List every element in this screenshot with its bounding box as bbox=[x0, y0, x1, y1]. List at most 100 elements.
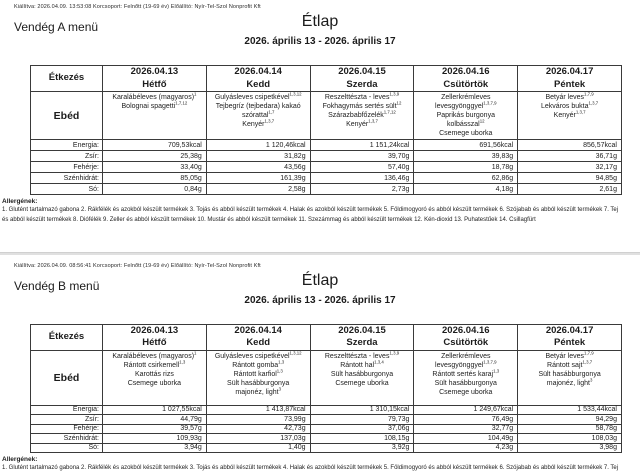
nutrient-value: 3,98g bbox=[517, 442, 622, 454]
day-header: 2026.04.16 Csütörtök bbox=[413, 65, 519, 92]
menu-item: Rántott sertés karaj1,3 bbox=[432, 368, 500, 378]
meal-row: Ebéd Karalábéleves (magyaros)1 Bolognai s… bbox=[30, 90, 622, 141]
day-header: 2026.04.17 Péntek bbox=[517, 323, 622, 351]
nutrient-value: 137,03g bbox=[205, 433, 311, 444]
nutrient-row-energia: Energia: 709,53kcal 1 120,46kcal 1 151,2… bbox=[30, 139, 622, 152]
allergen-title: Allergének: bbox=[2, 456, 38, 464]
meal-cell: Reszelttészta - leves1,3,9 Rántott hal1,3… bbox=[309, 349, 415, 406]
nutrient-label: Zsír: bbox=[30, 150, 103, 163]
meal-cell: Betyár leves1,7,9 Rántott sajt1,3,7 Sült h… bbox=[517, 349, 622, 406]
nutrient-row-feherje: Fehérje: 33,40g 43,56g 57,40g 18,78g 32,… bbox=[30, 161, 622, 174]
nutrient-row-szenhidrat: Szénhidrát: 85,05g 161,39g 136,46g 62,86… bbox=[30, 172, 622, 185]
day-header: 2026.04.15 Szerda bbox=[309, 323, 415, 351]
menu-name-a: Vendég A menü bbox=[14, 20, 99, 34]
day-name: Csütörtök bbox=[443, 337, 489, 349]
nutrient-value: 85,05g bbox=[102, 172, 207, 185]
titlebar-a: Vendég A menü Étlap 2026. április 13 - 2… bbox=[0, 12, 640, 58]
nutrient-label: Zsír: bbox=[30, 414, 103, 425]
day-header: 2026.04.14 Kedd bbox=[205, 323, 311, 351]
page-divider bbox=[0, 251, 640, 255]
menu-item: Betyár leves1,7,9 bbox=[545, 91, 594, 101]
menu-item: Lekváros bukta1,3,7 bbox=[541, 100, 599, 111]
day-date: 2026.04.13 bbox=[130, 324, 179, 336]
menu-item: Szárazbabfőzelék1,7,12 bbox=[328, 109, 396, 120]
day-date: 2026.04.16 bbox=[442, 324, 490, 336]
nutrient-value: 104,49g bbox=[413, 433, 519, 444]
nutrient-value: 94,85g bbox=[517, 172, 622, 185]
date-range-a: 2026. április 13 - 2026. április 17 bbox=[244, 36, 396, 47]
nutrient-value: 3,92g bbox=[309, 442, 415, 454]
nutrient-value: 33,40g bbox=[102, 161, 207, 174]
nutrient-value: 1,40g bbox=[205, 442, 311, 454]
meal-cell: Reszelttészta - leves1,3,9 Fokhagymás ser… bbox=[309, 90, 415, 141]
menu-item: Csemege uborka bbox=[127, 379, 182, 387]
day-name: Kedd bbox=[246, 337, 271, 349]
menu-item: Paprikás burgonya kolbásszal12 bbox=[436, 112, 495, 129]
nutrient-value: 73,99g bbox=[205, 414, 311, 425]
menu-item: Fokhagymás sertés sült12 bbox=[322, 100, 402, 111]
nutrient-value: 94,29g bbox=[517, 414, 622, 425]
menu-item: Rántott gomba1,3 bbox=[232, 359, 285, 369]
nutrient-label: Szénhidrát: bbox=[30, 172, 103, 185]
nutrient-value: 57,40g bbox=[309, 161, 415, 174]
allergen-note-b: Allergének: 1. Glutént tartalmazó gabona… bbox=[2, 456, 624, 474]
menu-item: Gulyásleves csipetkével1,3,12 bbox=[214, 350, 302, 360]
menu-item: Zellerkrémleves levesgyönggyel1,3,7,9 bbox=[435, 94, 497, 111]
nutrient-value: 1 533,44kcal bbox=[517, 404, 622, 416]
nutrient-value: 2,73g bbox=[309, 183, 415, 196]
allergen-text: 1. Glutént tartalmazó gabona 2. Rákfélék… bbox=[2, 207, 619, 224]
page-title-b: Étlap bbox=[301, 271, 339, 289]
menu-item: Rántott csirkemell1,3 bbox=[123, 359, 186, 369]
menu-a-table: Étkezés 2026.04.13 Hétfő 2026.04.14 Kedd 2… bbox=[30, 65, 622, 196]
nutrient-value: 37,06g bbox=[309, 423, 415, 435]
nutrient-label: Só: bbox=[30, 442, 103, 454]
day-name: Péntek bbox=[554, 78, 586, 90]
menu-item: Rántott hal1,3,4 bbox=[340, 359, 384, 369]
day-name: Péntek bbox=[554, 337, 586, 349]
menu-item: Gulyásleves csipetkével1,3,12 bbox=[214, 91, 302, 101]
day-date: 2026.04.14 bbox=[234, 66, 282, 78]
etkezes-header: Étkezés bbox=[30, 323, 103, 351]
day-date: 2026.04.17 bbox=[545, 324, 594, 336]
menu-item: Reszelttészta - leves1,3,9 bbox=[324, 91, 400, 101]
day-header: 2026.04.17 Péntek bbox=[517, 65, 622, 92]
meal-cell: Karalábéleves (magyaros)1 Bolognai spaget… bbox=[102, 90, 207, 141]
day-header: 2026.04.16 Csütörtök bbox=[413, 323, 519, 351]
day-header: 2026.04.15 Szerda bbox=[309, 65, 415, 92]
day-date: 2026.04.15 bbox=[338, 66, 386, 78]
nutrient-value: 3,94g bbox=[102, 442, 207, 454]
menu-item: majonéz, light3 bbox=[235, 386, 281, 397]
issued-meta-b: Kiállítva: 2026.04.09. 08:56:41 Korcsopo… bbox=[14, 262, 261, 269]
menu-item: Karalábéleves (magyaros)1 bbox=[112, 350, 197, 360]
date-range-b: 2026. április 13 - 2026. április 17 bbox=[244, 294, 396, 306]
nutrient-row-so: Só: 3,94g 1,40g 3,92g 4,23g 3,98g bbox=[30, 442, 622, 454]
nutrient-value: 25,38g bbox=[102, 150, 207, 163]
nutrient-value: 32,17g bbox=[517, 161, 622, 174]
day-header: 2026.04.14 Kedd bbox=[205, 65, 311, 92]
nutrient-row-zsir: Zsír: 25,38g 31,82g 39,70g 39,83g 36,71g bbox=[30, 150, 622, 163]
menu-name-b: Vendég B menü bbox=[14, 278, 100, 293]
nutrient-label: Energia: bbox=[30, 404, 103, 416]
nutrient-row-feherje: Fehérje: 39,57g 42,73g 37,06g 32,77g 58,… bbox=[30, 423, 622, 435]
day-date: 2026.04.14 bbox=[234, 324, 282, 336]
nutrient-value: 2,61g bbox=[517, 183, 622, 196]
meal-label: Ebéd bbox=[30, 90, 103, 141]
menu-item: Rántott karfiol1,3 bbox=[233, 368, 283, 378]
nutrient-value: 39,83g bbox=[413, 150, 519, 163]
nutrient-value: 1 027,55kcal bbox=[102, 404, 207, 416]
nutrient-label: Só: bbox=[30, 183, 103, 196]
table-header-row: Étkezés 2026.04.13 Hétfő 2026.04.14 Kedd 2… bbox=[30, 65, 622, 92]
meal-cell: Gulyásleves csipetkével1,3,12 Tejbegríz (… bbox=[205, 90, 311, 141]
day-name: Szerda bbox=[346, 78, 378, 90]
nutrient-value: 1 151,24kcal bbox=[309, 139, 415, 152]
menu-item: Bolognai spagetti1,7,12 bbox=[121, 100, 188, 111]
meal-cell: Zellerkrémleves levesgyönggyel1,3,7,9 Rán… bbox=[413, 349, 519, 406]
nutrient-value: 161,39g bbox=[205, 172, 311, 185]
nutrient-value: 76,49g bbox=[413, 414, 519, 425]
menu-item: Sült hasábburgonya bbox=[434, 379, 497, 387]
nutrient-value: 42,73g bbox=[205, 423, 311, 435]
titlebar-b: Vendég B menü Étlap 2026. április 13 - 2… bbox=[0, 271, 640, 317]
etkezes-header: Étkezés bbox=[30, 65, 103, 92]
menu-item: Zellerkrémleves levesgyönggyel1,3,7,9 bbox=[435, 352, 497, 369]
nutrient-value: 108,15g bbox=[309, 433, 415, 444]
